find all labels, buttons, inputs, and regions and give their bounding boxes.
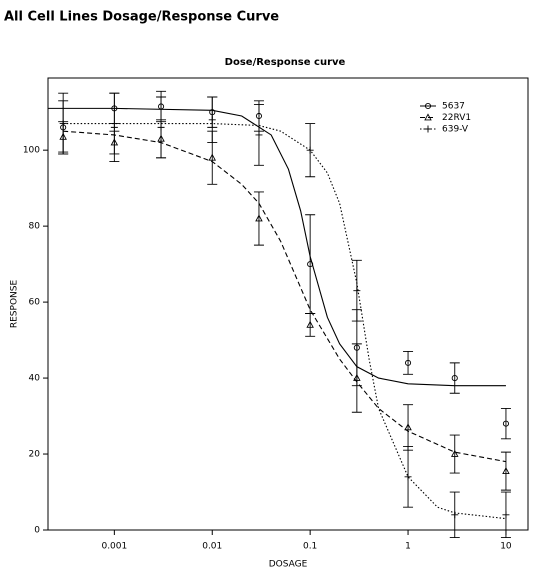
y-axis-label: RESPONSE: [10, 280, 20, 329]
y-tick-label: 40: [29, 374, 41, 384]
x-tick-label: 10: [500, 542, 512, 552]
y-tick-label: 20: [29, 450, 41, 460]
legend-marker: [424, 102, 432, 110]
x-tick-label: 0.001: [101, 542, 127, 552]
x-tick-label: 0.01: [202, 542, 222, 552]
legend-label: 639-V: [442, 125, 469, 135]
error-bar: [253, 191, 264, 246]
data-point: [451, 375, 458, 382]
data-point: [306, 146, 314, 154]
data-point: [307, 261, 314, 268]
data-point: [255, 131, 263, 139]
error-bar: [449, 434, 460, 474]
x-axis-label: DOSAGE: [269, 560, 308, 570]
chart-title: Dose/Response curve: [225, 57, 346, 68]
y-tick-label: 60: [29, 298, 41, 308]
data-point: [404, 423, 412, 431]
data-point: [451, 511, 459, 519]
error-bar: [500, 451, 511, 491]
error-bar: [351, 343, 362, 413]
page-title: All Cell Lines Dosage/Response Curve: [4, 10, 279, 25]
data-point: [110, 123, 118, 131]
legend-label: 22RV1: [442, 113, 471, 123]
data-point: [306, 320, 314, 328]
fit-curve: [63, 123, 507, 520]
data-point: [404, 359, 412, 366]
x-tick-label: 0.1: [303, 542, 317, 552]
error-bar: [500, 408, 511, 440]
data-point: [208, 153, 217, 161]
data-point: [255, 214, 263, 222]
plot-frame: [47, 77, 529, 531]
error-bar: [403, 351, 414, 375]
y-tick-label: 80: [29, 222, 41, 232]
data-point: [451, 449, 459, 457]
data-point: [502, 511, 510, 519]
legend-label: 5637: [442, 102, 465, 112]
fit-curve: [63, 130, 507, 463]
data-point: [353, 373, 361, 381]
data-point: [502, 466, 510, 474]
fit-curve: [48, 107, 506, 387]
data-point: [353, 287, 361, 295]
error-bar: [449, 362, 460, 394]
y-tick-label: 100: [23, 146, 40, 156]
data-point: [404, 473, 412, 481]
data-point: [208, 116, 216, 124]
error-bar: [305, 214, 316, 314]
data-point: [59, 120, 67, 128]
legend-marker: [424, 113, 432, 121]
legend-marker: [424, 125, 432, 133]
x-tick-label: 1: [405, 542, 411, 552]
error-bar: [305, 313, 316, 337]
y-tick-label: 0: [34, 526, 40, 536]
data-point: [157, 123, 165, 131]
error-bar: [403, 404, 414, 451]
data-point: [502, 420, 509, 427]
